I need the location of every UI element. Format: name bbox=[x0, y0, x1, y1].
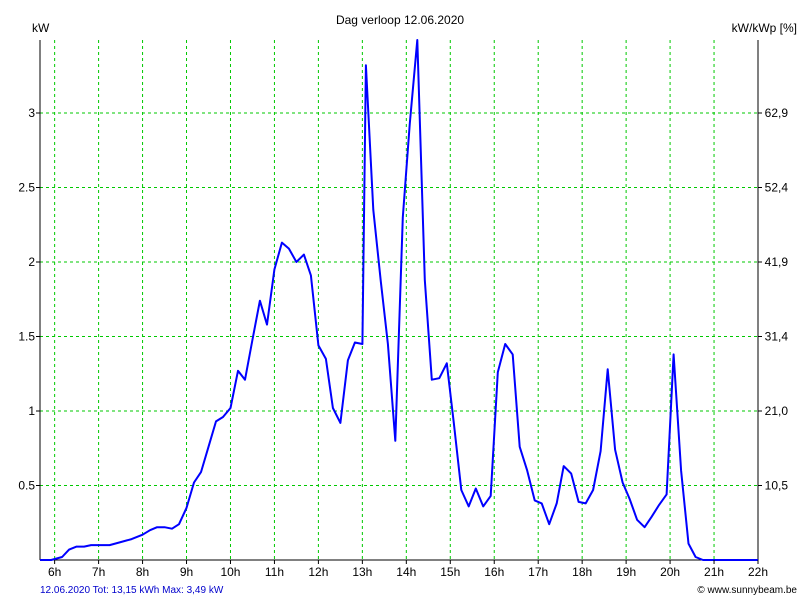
x-tick-label: 11h bbox=[265, 565, 284, 579]
x-tick-label: 8h bbox=[136, 565, 149, 579]
y2-tick-labels: 10,5 21,0 31,4 41,9 52,4 62,9 bbox=[758, 106, 789, 493]
y-tick-labels: 0.5 1 1.5 2 2.5 3 bbox=[18, 106, 40, 493]
x-tick-label: 13h bbox=[352, 565, 372, 579]
grid-lines bbox=[40, 40, 758, 560]
y-tick-label: 0.5 bbox=[18, 479, 35, 493]
x-tick-label: 12h bbox=[308, 565, 328, 579]
y2-tick-label: 31,4 bbox=[765, 330, 789, 344]
y2-tick-label: 52,4 bbox=[765, 181, 789, 195]
y2-tick-label: 10,5 bbox=[765, 479, 789, 493]
x-tick-label: 20h bbox=[660, 565, 680, 579]
left-axis-unit: kW bbox=[32, 21, 50, 35]
power-series-line bbox=[40, 39, 758, 561]
x-tick-label: 17h bbox=[528, 565, 548, 579]
y-tick-label: 2 bbox=[28, 255, 35, 269]
y-tick-label: 1 bbox=[28, 404, 35, 418]
x-tick-label: 15h bbox=[440, 565, 460, 579]
y2-tick-label: 62,9 bbox=[765, 106, 789, 120]
right-axis-unit: kW/kWp [%] bbox=[732, 21, 797, 35]
x-tick-label: 16h bbox=[484, 565, 504, 579]
series-layer bbox=[40, 39, 758, 561]
x-tick-label: 14h bbox=[396, 565, 416, 579]
y-tick-label: 1.5 bbox=[18, 330, 35, 344]
x-tick-label: 21h bbox=[704, 565, 724, 579]
chart-title: Dag verloop 12.06.2020 bbox=[336, 13, 464, 27]
x-tick-label: 7h bbox=[92, 565, 105, 579]
y-tick-label: 3 bbox=[28, 106, 35, 120]
x-tick-labels: 6h 7h 8h 9h 10h 11h 12h 13h 14h 15h 16h 17h 18h 19h 20… bbox=[48, 560, 768, 579]
x-tick-label: 19h bbox=[616, 565, 636, 579]
y2-tick-label: 41,9 bbox=[765, 255, 789, 269]
x-tick-label: 9h bbox=[180, 565, 193, 579]
x-tick-label: 18h bbox=[572, 565, 592, 579]
footer-credit: © www.sunnybeam.be bbox=[697, 585, 797, 596]
y-tick-label: 2.5 bbox=[18, 181, 35, 195]
x-tick-label: 6h bbox=[48, 565, 61, 579]
x-tick-label: 22h bbox=[748, 565, 768, 579]
x-tick-label: 10h bbox=[220, 565, 240, 579]
plot-frame bbox=[39, 40, 759, 561]
y2-tick-label: 21,0 bbox=[765, 404, 789, 418]
footer-summary: 12.06.2020 Tot: 13,15 kWh Max: 3,49 kW bbox=[40, 585, 224, 596]
